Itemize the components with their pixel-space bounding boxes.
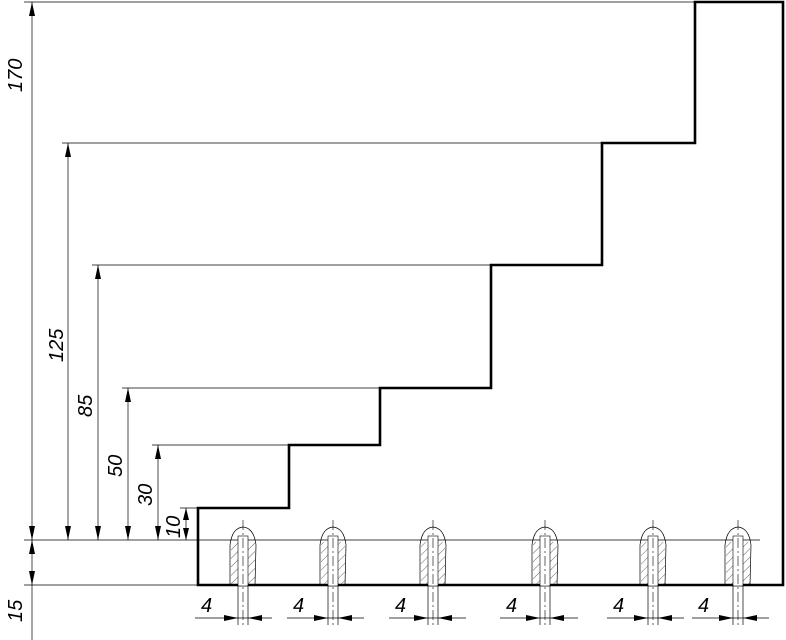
dim-label-step3: 50 xyxy=(105,455,127,477)
bolt-3: 4 xyxy=(389,520,466,625)
width-label-6: 4 xyxy=(698,595,709,617)
width-label-3: 4 xyxy=(395,595,406,617)
bolt-1: 4 xyxy=(195,520,272,625)
dimension-total: 170 15 xyxy=(5,2,35,640)
dim-label-step5: 125 xyxy=(46,328,68,362)
dimension-step5: 125 xyxy=(46,143,71,540)
dim-label-step1: 10 xyxy=(163,516,185,538)
bolt-6: 4 xyxy=(692,520,769,625)
width-label-2: 4 xyxy=(293,595,304,617)
bolt-4: 4 xyxy=(500,520,578,625)
dimension-step1: 10 xyxy=(163,508,189,540)
bolt-5: 4 xyxy=(607,520,684,625)
dimension-step2: 30 xyxy=(135,445,161,540)
width-label-4: 4 xyxy=(506,595,517,617)
dim-label-step2: 30 xyxy=(135,484,157,506)
bolt-2: 4 xyxy=(287,520,364,625)
extension-lines xyxy=(24,1,760,586)
dim-label-base: 15 xyxy=(5,599,27,622)
width-label-5: 4 xyxy=(613,595,624,617)
dimension-step3: 50 xyxy=(105,388,131,540)
width-label-1: 4 xyxy=(201,595,212,617)
dim-label-step4: 85 xyxy=(75,394,97,417)
stair-profile-outline xyxy=(196,0,785,587)
dimension-step4: 85 xyxy=(75,265,101,540)
dim-label-total: 170 xyxy=(5,59,27,92)
